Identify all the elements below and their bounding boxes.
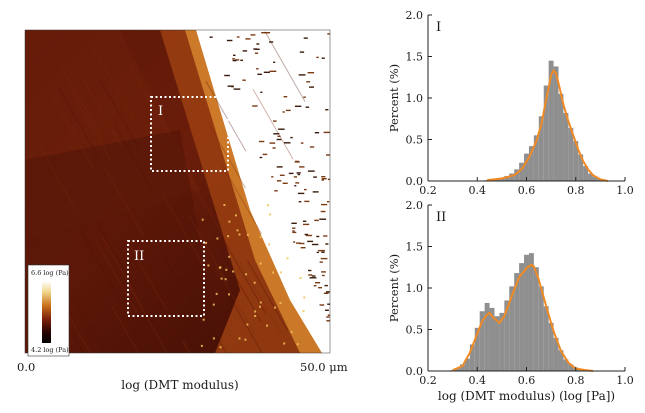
- afm-surface-specks: [209, 32, 330, 322]
- histogram-bar-ii: [469, 344, 475, 371]
- histogram-panel-ii: 0.0 0.5 1.0 1.5 2.0 0.2 0.4 0.6 0.8 1.0 II Percent …: [387, 199, 634, 403]
- histogram-bar-ii: [479, 311, 485, 371]
- histogram-bar-i: [592, 176, 598, 181]
- y-axis-label-ii: Percent (%): [387, 254, 401, 322]
- histogram-bar-i: [583, 166, 589, 181]
- histogram-bar-ii: [533, 267, 539, 371]
- histogram-bar-ii: [563, 359, 569, 371]
- y-axis-label-i: Percent (%): [387, 64, 401, 132]
- histogram-bar-ii: [528, 253, 534, 371]
- y-tick-label-i: 1.0: [406, 92, 424, 105]
- histogram-bar-i: [509, 173, 515, 181]
- histogram-bar-i: [558, 93, 564, 181]
- histogram-bar-i: [528, 146, 534, 181]
- histogram-bar-i: [514, 169, 520, 181]
- histogram-bar-i: [568, 127, 574, 181]
- y-tick-label-i: 2.0: [406, 9, 424, 22]
- y-tick-label-ii: 1.0: [406, 282, 424, 295]
- x-tick-label-i: 0.4: [469, 184, 487, 197]
- afm-map-frame: [24, 29, 331, 354]
- afm-texture-stripes: [35, 31, 306, 353]
- y-tick-label-ii: 2.0: [406, 199, 424, 212]
- region-label-i: I: [158, 104, 163, 119]
- scale-end-label: 50.0 μm: [300, 360, 348, 374]
- colorbar-min-label: 4.2 log (Pa): [31, 346, 69, 354]
- histogram-bar-ii: [568, 364, 574, 371]
- x-tick-label-ii: 1.0: [616, 374, 634, 387]
- y-tick-label-ii: 1.5: [406, 241, 424, 254]
- histogram-bar-i: [504, 176, 510, 181]
- histogram-bar-i: [563, 112, 569, 181]
- x-tick-label-i: 1.0: [616, 184, 634, 197]
- x-tick-label-ii: 0.2: [419, 374, 437, 387]
- x-tick-label-ii: 0.8: [567, 374, 585, 387]
- x-tick-label-i: 0.2: [419, 184, 437, 197]
- histogram-bar-i: [524, 153, 529, 181]
- afm-map: [25, 30, 330, 353]
- x-tick-label-i: 0.8: [567, 184, 585, 197]
- fit-curve-i: [486, 68, 608, 182]
- histogram-bar-ii: [524, 254, 529, 371]
- panel-label-ii: II: [436, 210, 446, 225]
- histogram-bar-i: [533, 135, 539, 181]
- histogram-bar-ii: [460, 364, 465, 371]
- histogram-bar-i: [543, 85, 549, 181]
- histogram-bar-ii: [494, 316, 500, 371]
- y-tick-label-ii: 0.5: [406, 324, 424, 337]
- x-axis-label-ii: log (DMT modulus) (log [Pa]): [438, 389, 615, 403]
- y-tick-label-i: 0.5: [406, 134, 424, 147]
- histogram-bar-ii: [514, 273, 520, 371]
- histogram-panel-i: 0.0 0.5 1.0 1.5 2.0 0.2 0.4 0.6 0.8 1.0 I Percent (…: [387, 9, 634, 197]
- colorbar-gradient: [42, 281, 51, 343]
- region-box-ii: [127, 240, 205, 317]
- colorbar-max-label: 6.6 log (Pa): [31, 269, 69, 277]
- panel-label-i: I: [436, 20, 441, 35]
- histogram-bar-i: [578, 154, 584, 181]
- y-tick-label-ii: 0.0: [406, 365, 424, 378]
- y-tick-label-i: 1.5: [406, 51, 424, 64]
- histogram-bar-ii: [484, 302, 490, 371]
- histogram-bar-ii: [509, 286, 515, 371]
- histogram-bar-ii: [538, 286, 544, 371]
- x-tick-label-ii: 0.6: [518, 374, 536, 387]
- histogram-bar-ii: [553, 337, 559, 371]
- scale-start-label: 0.0: [17, 360, 35, 374]
- histogram-bar-i: [548, 60, 554, 181]
- histogram-bar-ii: [464, 358, 470, 371]
- x-tick-label-i: 0.6: [518, 184, 536, 197]
- histogram-bar-ii: [474, 327, 480, 371]
- y-tick-label-i: 0.0: [406, 175, 424, 188]
- colorbar: 6.6 log (Pa) 4.2 log (Pa): [27, 264, 70, 357]
- histogram-bar-i: [588, 173, 593, 181]
- histogram-bar-ii: [499, 312, 505, 371]
- histogram-bar-ii: [504, 300, 510, 371]
- x-tick-label-ii: 0.4: [469, 374, 487, 387]
- afm-caption: log (DMT modulus): [121, 378, 238, 392]
- histogram-bar-i: [573, 141, 579, 181]
- histogram-bar-ii: [489, 307, 495, 371]
- histogram-bar-ii: [455, 368, 461, 371]
- histogram-bar-i: [553, 66, 559, 181]
- histogram-bar-i: [538, 116, 544, 181]
- histogram-bar-ii: [543, 306, 549, 371]
- histogram-bar-ii: [558, 350, 564, 371]
- region-box-i: [150, 96, 229, 172]
- region-label-ii: II: [134, 249, 144, 264]
- fit-curve-ii: [452, 263, 594, 372]
- histogram-bar-ii: [548, 322, 554, 371]
- histogram-bar-ii: [519, 263, 525, 371]
- histogram-bar-i: [519, 162, 525, 181]
